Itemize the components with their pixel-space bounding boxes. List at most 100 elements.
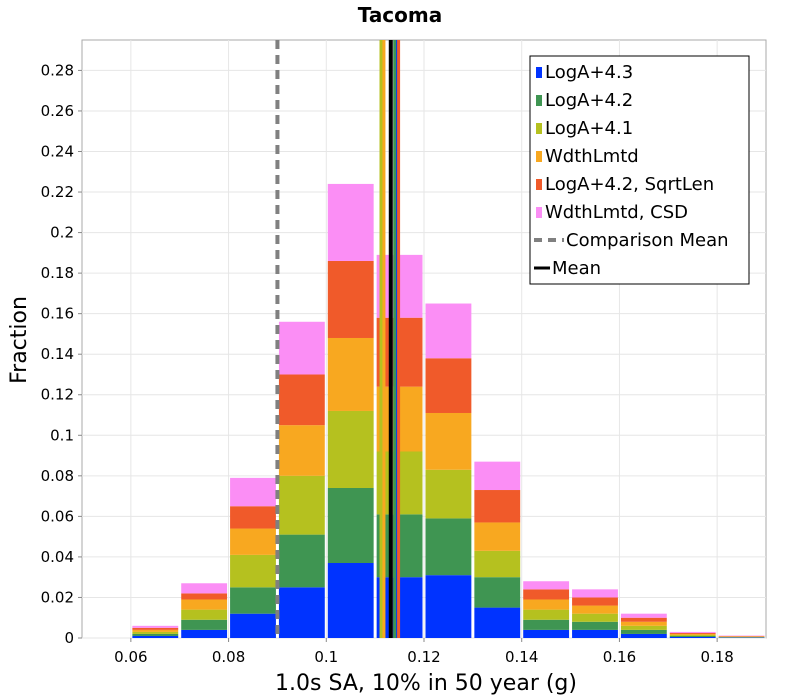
bar-segment-5: [181, 593, 228, 600]
bar-segment-3: [230, 554, 276, 588]
bar-segment-3: [523, 609, 570, 620]
bar-segment-1: [474, 607, 521, 638]
bar-segment-3: [132, 631, 179, 634]
legend-swatch: [536, 179, 542, 190]
y-axis-ticks: 0 0.02 0.04 0.06 0.08 0.1 0.12 0.14 0.16 0.18 0.2 0…: [41, 61, 82, 647]
legend-label: LogA+4.2: [545, 90, 633, 111]
bar-segment-3: [669, 634, 716, 636]
x-tick-label: 0.06: [114, 648, 147, 666]
bar-segment-6: [278, 321, 325, 375]
bar-segment-3: [327, 410, 374, 488]
bar-segment-5: [669, 632, 716, 634]
bar-segment-1: [523, 629, 570, 638]
bar-segment-5: [620, 617, 667, 622]
y-tick-label: 0.06: [41, 507, 74, 525]
y-tick-label: 0.28: [41, 61, 74, 79]
bar-segment-6: [523, 581, 570, 590]
bar-segment-4: [181, 599, 228, 610]
bar-segment-1: [620, 633, 667, 638]
bar-segment-4: [572, 605, 618, 614]
y-tick-label: 0: [64, 629, 74, 647]
bar-segment-5: [132, 627, 179, 630]
bar-segment-2: [327, 487, 374, 563]
y-tick-label: 0.22: [41, 183, 74, 201]
bar-segment-4: [230, 528, 276, 555]
bar-segment-6: [132, 625, 179, 628]
bar-segment-1: [669, 636, 716, 638]
y-tick-label: 0.2: [50, 224, 74, 242]
legend-swatch: [536, 123, 542, 134]
bar-segment-5: [327, 260, 374, 338]
y-tick-label: 0.24: [41, 142, 74, 160]
bar-segment-6: [327, 183, 374, 261]
bar-segment-2: [572, 621, 618, 630]
bar-segment-5: [278, 374, 325, 426]
bar-segment-2: [181, 619, 228, 630]
bar-segment-6: [620, 613, 667, 618]
bar-segment-4: [474, 522, 521, 551]
bar-segment-6: [425, 303, 472, 359]
bar-segment-6: [572, 589, 618, 598]
legend-swatch: [536, 95, 542, 106]
y-tick-label: 0.12: [41, 386, 74, 404]
bar-segment-2: [523, 619, 570, 630]
bar-segment-2: [474, 577, 521, 608]
bar-segment-5: [230, 506, 276, 529]
legend-label: WdthLmtd, CSD: [545, 202, 688, 223]
x-axis-title: 1.0s SA, 10% in 50 year (g): [275, 671, 577, 696]
x-tick-label: 0.08: [212, 648, 245, 666]
legend-label: Mean: [552, 258, 601, 279]
bar-segment-6: [181, 583, 228, 594]
legend-label: WdthLmtd: [545, 146, 639, 167]
chart-title: Tacoma: [358, 3, 443, 27]
bar-segment-3: [278, 475, 325, 535]
mean-lines-group: [275, 40, 401, 638]
bar-segment-1: [132, 635, 179, 638]
legend-label: LogA+4.1: [545, 118, 633, 139]
legend: LogA+4.3 LogA+4.2 LogA+4.1 WdthLmtd LogA+4.2…: [529, 55, 750, 285]
bar-segment-4: [620, 621, 667, 626]
bar-segment-1: [327, 562, 374, 638]
y-tick-label: 0.18: [41, 264, 74, 282]
bar-segment-4: [327, 337, 374, 411]
bar-segment-2: [425, 518, 472, 576]
bar-segment-4: [278, 425, 325, 476]
bar-segment-6: [474, 461, 521, 491]
y-axis-title: Fraction: [7, 296, 32, 384]
legend-box: [529, 55, 750, 285]
y-tick-label: 0.14: [41, 345, 74, 363]
bar-segment-2: [132, 633, 179, 636]
bar-segment-5: [425, 358, 472, 413]
y-tick-label: 0.1: [50, 426, 74, 444]
bar-segment-3: [572, 613, 618, 622]
legend-swatch: [536, 67, 542, 78]
legend-label: LogA+4.3: [545, 62, 633, 83]
bar-segment-3: [181, 609, 228, 620]
bar-segment-3: [474, 550, 521, 578]
bar-segment-1: [425, 575, 472, 638]
y-tick-label: 0.16: [41, 305, 74, 323]
y-tick-label: 0.08: [41, 467, 74, 485]
bar-segment-6: [230, 477, 276, 507]
bar-segment-4: [132, 629, 179, 632]
bar-segment-5: [572, 597, 618, 606]
bar-segment-3: [425, 469, 472, 519]
bar-segment-1: [278, 587, 325, 638]
y-tick-label: 0.02: [41, 588, 74, 606]
x-tick-label: 0.16: [603, 648, 636, 666]
legend-swatch: [536, 151, 542, 162]
bar-segment-1: [572, 629, 618, 638]
legend-swatch: [536, 207, 542, 218]
legend-label: LogA+4.2, SqrtLen: [545, 174, 714, 195]
x-tick-label: 0.12: [407, 648, 440, 666]
bar-segment-3: [620, 625, 667, 630]
legend-label: Comparison Mean: [566, 230, 729, 251]
bar-segment-4: [669, 633, 716, 635]
x-axis-ticks: 0.06 0.08 0.1 0.12 0.14 0.16 0.18: [114, 638, 734, 666]
bar-segment-1: [230, 613, 276, 638]
bar-segment-2: [278, 534, 325, 588]
x-tick-label: 0.14: [505, 648, 538, 666]
bar-segment-4: [523, 599, 570, 610]
bar-segment-2: [620, 629, 667, 634]
